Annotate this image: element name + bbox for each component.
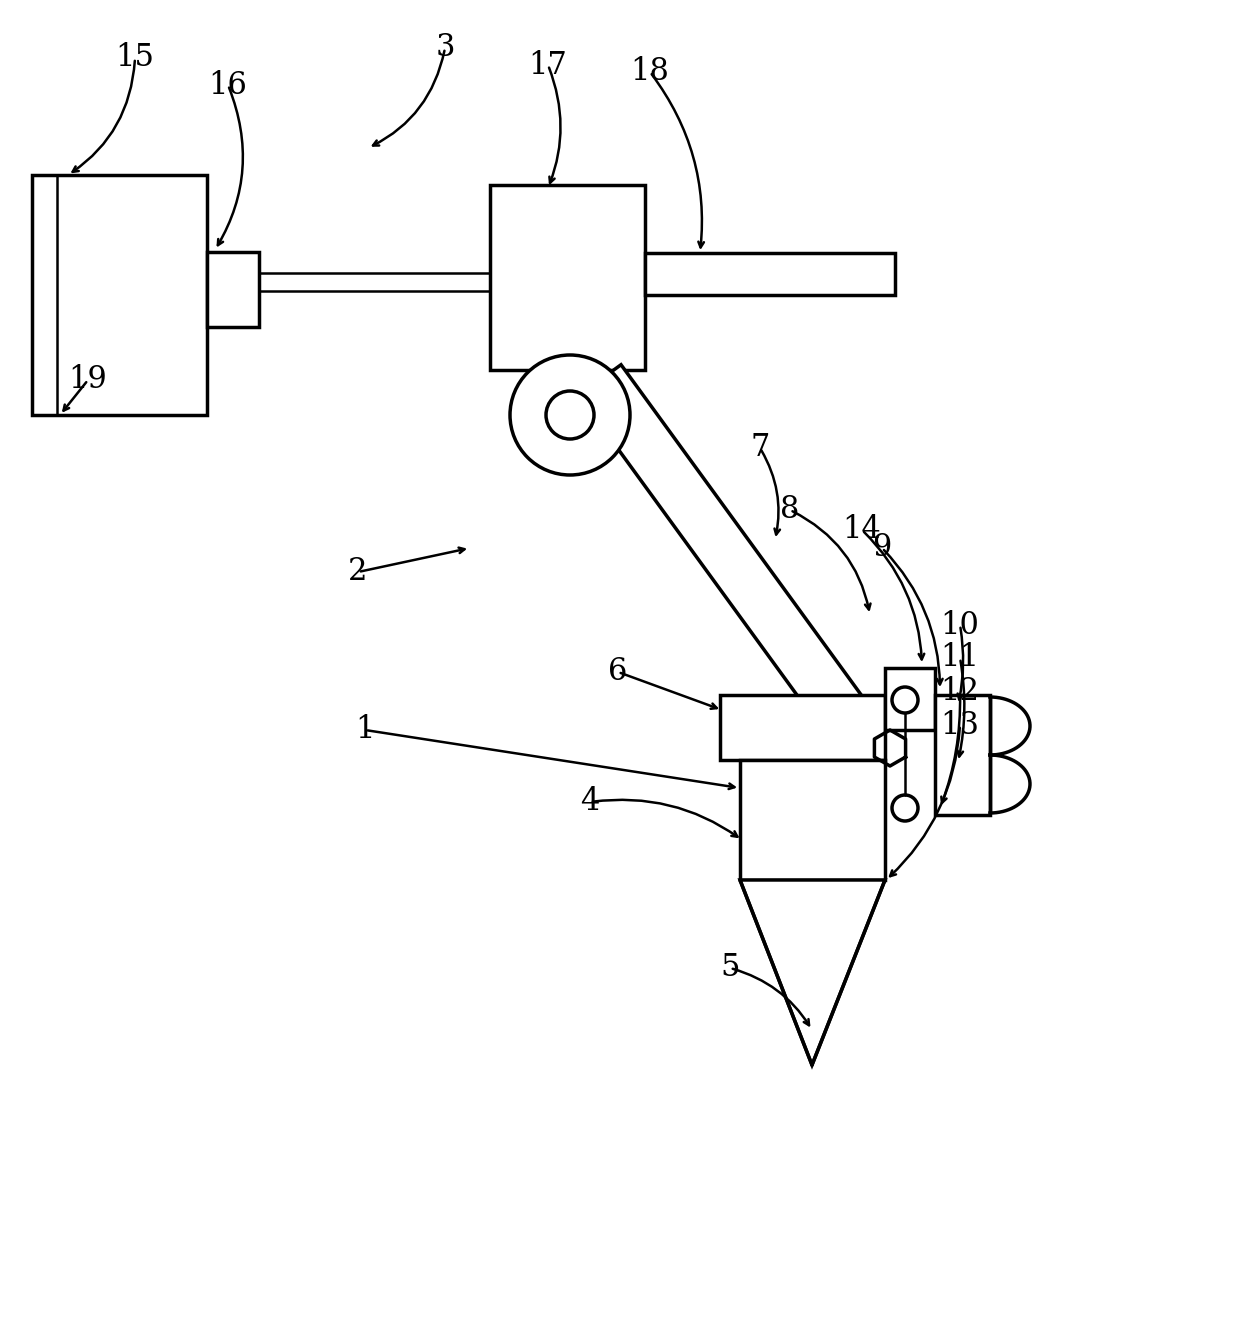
- Bar: [740, 760, 885, 880]
- Text: 7: 7: [750, 432, 770, 464]
- Text: 14: 14: [843, 514, 882, 546]
- Bar: [490, 185, 645, 370]
- Bar: [32, 174, 207, 415]
- Text: 1: 1: [355, 715, 374, 745]
- Text: 9: 9: [873, 532, 892, 564]
- Text: 18: 18: [631, 57, 670, 87]
- Text: 16: 16: [208, 70, 248, 100]
- Polygon shape: [740, 880, 885, 1065]
- Circle shape: [892, 687, 918, 713]
- Text: 5: 5: [720, 952, 740, 984]
- Bar: [935, 695, 990, 815]
- Bar: [720, 695, 885, 760]
- Text: 15: 15: [115, 42, 155, 74]
- Circle shape: [510, 355, 630, 476]
- Text: 17: 17: [528, 49, 568, 81]
- Text: 11: 11: [940, 642, 980, 674]
- Circle shape: [546, 391, 594, 439]
- Polygon shape: [579, 365, 861, 725]
- Text: 2: 2: [348, 556, 368, 588]
- Bar: [207, 252, 259, 328]
- Text: 6: 6: [609, 657, 627, 687]
- Bar: [885, 668, 935, 731]
- Text: 13: 13: [940, 709, 980, 741]
- Text: 12: 12: [940, 676, 980, 708]
- Text: 10: 10: [941, 609, 980, 641]
- Text: 8: 8: [780, 494, 800, 526]
- Text: 19: 19: [68, 365, 108, 395]
- Text: 3: 3: [435, 33, 455, 63]
- Text: 4: 4: [580, 786, 600, 818]
- Circle shape: [892, 795, 918, 820]
- Bar: [645, 254, 895, 295]
